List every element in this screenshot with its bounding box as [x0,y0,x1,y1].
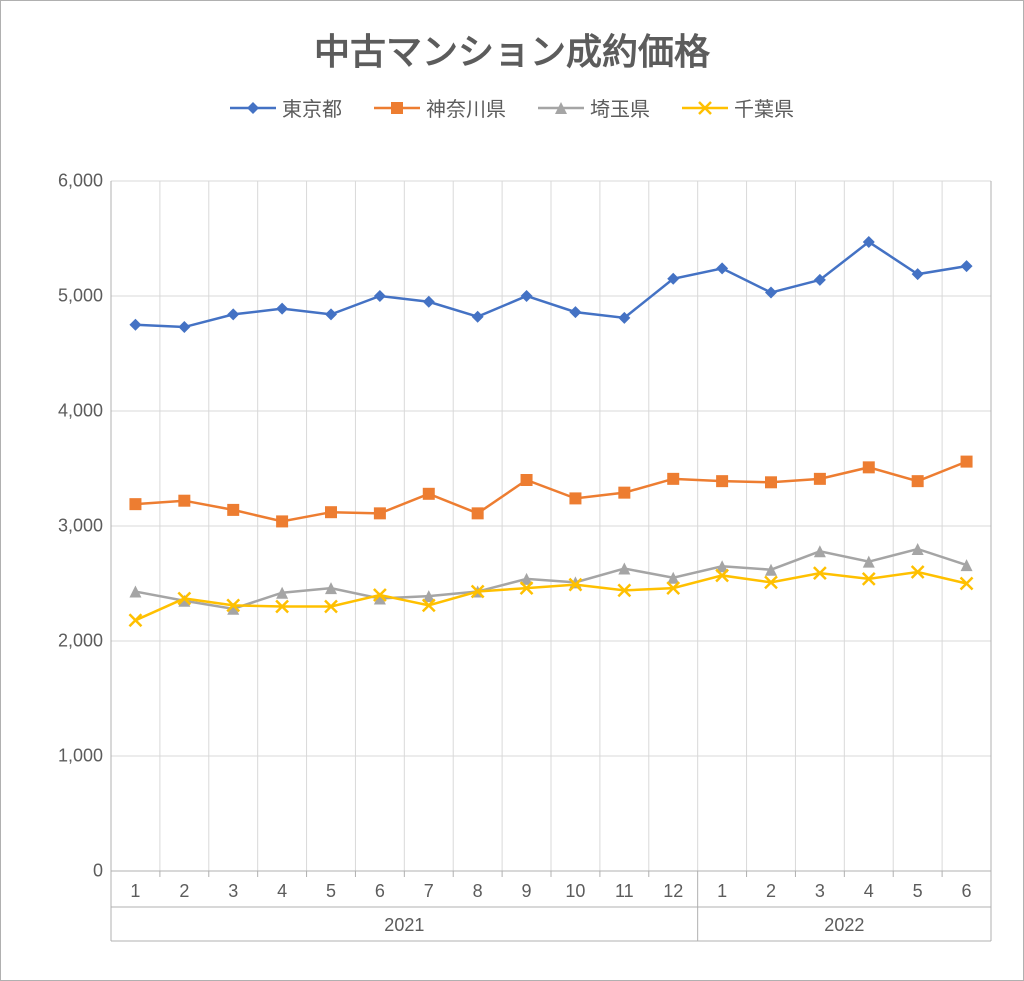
marker-square [472,507,484,519]
marker-triangle [961,559,973,571]
chart-container: 中古マンション成約価格 東京都 神奈川県 埼玉県 千葉県 12345678910111… [0,0,1024,981]
marker-diamond [325,308,337,320]
marker-diamond [129,319,141,331]
y-tick-label: 5,000 [58,286,111,307]
marker-square [227,504,239,516]
y-tick-label: 2,000 [58,631,111,652]
legend-swatch [374,99,420,117]
marker-square [618,487,630,499]
chart-legend: 東京都 神奈川県 埼玉県 千葉県 [1,93,1023,122]
marker-square [569,492,581,504]
legend-item: 千葉県 [682,93,794,122]
marker-diamond [374,290,386,302]
marker-square [391,102,403,114]
marker-square [178,495,190,507]
legend-label: 千葉県 [734,93,794,122]
marker-diamond [716,262,728,274]
marker-square [716,475,728,487]
legend-label: 神奈川県 [426,93,506,122]
legend-label: 東京都 [282,93,342,122]
plot-svg [111,181,991,871]
y-tick-label: 1,000 [58,746,111,767]
legend-item: 埼玉県 [538,93,650,122]
y-tick-label: 3,000 [58,516,111,537]
y-tick-label: 4,000 [58,401,111,422]
legend-item: 東京都 [230,93,342,122]
marker-diamond [472,311,484,323]
marker-x [129,614,141,626]
marker-square [521,474,533,486]
marker-square [667,473,679,485]
marker-diamond [227,308,239,320]
chart-title: 中古マンション成約価格 [1,1,1023,75]
y-tick-label: 0 [93,861,111,882]
marker-square [814,473,826,485]
plot-area: 12345678910111212345620212022 01,0002,00… [111,181,991,871]
marker-diamond [423,296,435,308]
marker-diamond [178,321,190,333]
marker-diamond [276,303,288,315]
x-group-sep [111,871,991,943]
marker-square [961,456,973,468]
marker-diamond [521,290,533,302]
marker-diamond [569,306,581,318]
legend-item: 神奈川県 [374,93,506,122]
marker-diamond [765,287,777,299]
marker-square [912,475,924,487]
marker-square [374,507,386,519]
marker-diamond [247,102,259,114]
marker-square [765,476,777,488]
legend-swatch [538,99,584,117]
marker-square [129,498,141,510]
y-tick-label: 6,000 [58,171,111,192]
marker-square [325,506,337,518]
marker-square [863,461,875,473]
marker-square [276,515,288,527]
marker-diamond [961,260,973,272]
legend-swatch [230,99,276,117]
legend-swatch [682,99,728,117]
marker-square [423,488,435,500]
legend-label: 埼玉県 [590,93,650,122]
